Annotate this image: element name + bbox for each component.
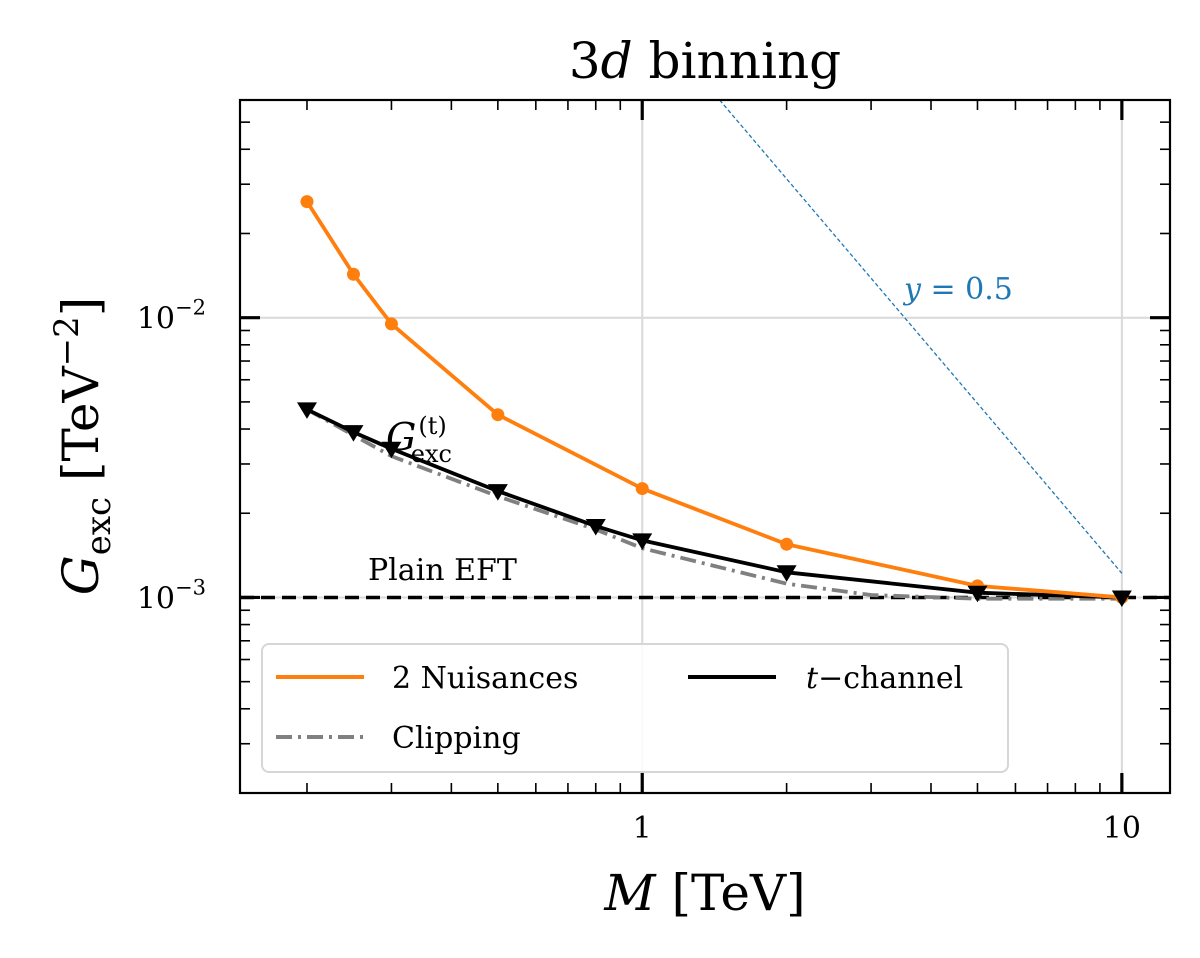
series-markers [296, 195, 1132, 607]
data-point [776, 565, 797, 582]
data-point [585, 519, 606, 536]
data-point [967, 585, 988, 603]
axis-ticks [240, 99, 1170, 794]
data-point [343, 425, 364, 442]
series-lines [305, 200, 1123, 601]
legend-label-t-channel: t−channel [806, 661, 963, 696]
y-tick-label-1e-2: 10−2 [137, 296, 206, 337]
legend-box [261, 643, 1009, 773]
legend-label-clipping: Clipping [392, 721, 521, 756]
data-point [381, 441, 402, 459]
series-line-0 [305, 200, 1123, 600]
x-tick-label-10: 10 [1103, 811, 1141, 846]
data-point [632, 533, 653, 550]
plot-frame [238, 98, 1172, 795]
legend: 2 Nuisances Clipping t−channel [261, 643, 1009, 773]
legend-label-2-nuisances: 2 Nuisances [392, 661, 578, 696]
series-line-1 [306, 407, 1122, 601]
data-point [780, 537, 794, 551]
y-half-annotation: y = 0.5 [902, 272, 1013, 307]
data-point [487, 484, 508, 501]
x-axis-label: M [TeV] [603, 864, 805, 922]
tick-labels: 1 10 10−3 10−2 [137, 296, 1141, 846]
data-point [384, 317, 398, 331]
gexc-t-annotation: G(t) exc [386, 412, 452, 468]
data-point [491, 408, 505, 422]
data-point [1111, 590, 1132, 607]
data-point [346, 267, 360, 281]
data-point [300, 195, 314, 209]
data-point [296, 402, 317, 419]
plain-eft-annotation: Plain EFT [368, 553, 517, 588]
y-tick-label-1e-3: 10−3 [137, 575, 206, 616]
y-axis-label: Gexc [TeV−2] [47, 297, 119, 596]
legend-swatches [276, 675, 776, 739]
data-point [635, 482, 649, 496]
y-half-line [719, 100, 1123, 574]
x-tick-label-1: 1 [633, 811, 652, 846]
reference-lines [240, 100, 1170, 600]
chart-title: 3d binning [569, 32, 841, 90]
